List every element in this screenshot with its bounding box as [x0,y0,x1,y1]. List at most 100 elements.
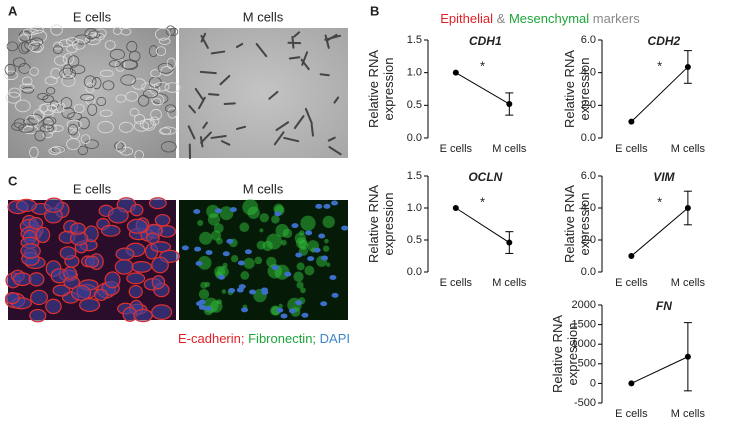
data-point [506,101,513,108]
cell [84,139,99,149]
y-tick-label: 2000 [572,299,596,311]
cell [32,44,43,53]
y-axis-label: Relative RNAexpression [366,185,396,263]
cell [4,63,16,76]
panel-title: Epithelial & Mesenchymal markers [440,11,640,26]
cell [275,121,290,132]
cell [194,87,204,100]
cell [273,131,285,146]
cell [165,25,176,36]
cell [293,115,305,130]
nucleus [331,292,339,298]
legend-text: E-cadherin; [178,331,244,346]
fibronectin [296,262,305,271]
cell [99,69,114,78]
nucleus [295,252,303,258]
nucleus [228,288,236,294]
fibronectin [324,238,329,244]
nucleus [237,260,245,266]
cell [39,102,56,116]
y-axis-label: Relative RNAexpression [550,315,580,393]
cell [268,90,279,100]
cell-membrane [148,197,167,210]
cell [158,37,171,45]
cell [108,60,121,68]
y-tick-label: 0.5 [407,234,422,246]
fibronectin [203,297,219,314]
y-tick-label: 0.0 [581,266,596,278]
cell-membrane [28,216,44,230]
cell [6,41,19,52]
chart-title: FN [656,299,672,313]
nucleus [301,312,309,318]
fibronectin [300,215,316,231]
nucleus [329,275,337,281]
significance: * [480,58,485,73]
data-point [628,253,635,259]
y-axis-label-line: Relative RNA [366,185,381,263]
data-point [452,69,459,76]
cell [22,125,39,135]
cell [61,74,76,87]
cell-membrane [29,308,47,323]
cell [115,141,127,153]
nucleus [276,307,284,313]
image-label: E cells [73,181,112,196]
cell [42,116,57,126]
nucleus [271,265,279,271]
cell [288,56,301,60]
data-point [684,63,691,70]
x-tick-label: E cells [615,143,648,155]
fibronectin [240,271,250,280]
fibronectin [254,256,263,265]
y-axis-label-line: Relative RNA [550,315,565,393]
cell [333,96,340,104]
cell-membrane [70,284,92,301]
fibronectin [296,281,304,289]
chart-title: CDH2 [648,34,681,48]
cell-membrane [100,224,121,237]
fibronectin [322,245,330,252]
fibronectin [322,215,335,229]
cell-membrane [154,213,171,227]
fibronectin [197,219,204,226]
cell [210,134,227,139]
stain-legend: E-cadherin; Fibronectin; DAPI [178,331,350,346]
cell [87,103,98,116]
cell [8,87,21,98]
y-axis-label-line: Relative RNA [366,50,381,128]
cell [15,99,31,113]
cell [37,93,49,100]
cell [166,57,176,70]
cell-membrane [151,256,169,274]
data-point [506,239,513,246]
fibronectin [271,215,280,224]
cell-membrane [20,243,41,259]
cell [72,39,86,50]
cell-membrane [126,272,146,285]
cell [102,80,115,91]
cell [115,94,127,103]
cell [45,123,57,134]
nucleus [280,313,288,319]
nucleus [318,233,326,239]
cell [165,104,176,113]
nucleus [307,256,315,262]
cell [66,119,82,130]
y-tick-label: 1.0 [407,202,422,214]
cell [29,146,39,159]
cell-membrane [63,266,77,280]
cell-membrane [35,226,51,244]
fibronectin [259,213,269,223]
cell [150,116,160,126]
nucleus [195,261,203,267]
cell-membrane [84,255,100,268]
cell [160,126,177,135]
cell [18,123,35,133]
nucleus [320,301,328,307]
panel-label: A [8,3,18,18]
chart-title: OCLN [468,170,502,184]
cell [21,76,33,86]
nucleus [291,223,299,229]
